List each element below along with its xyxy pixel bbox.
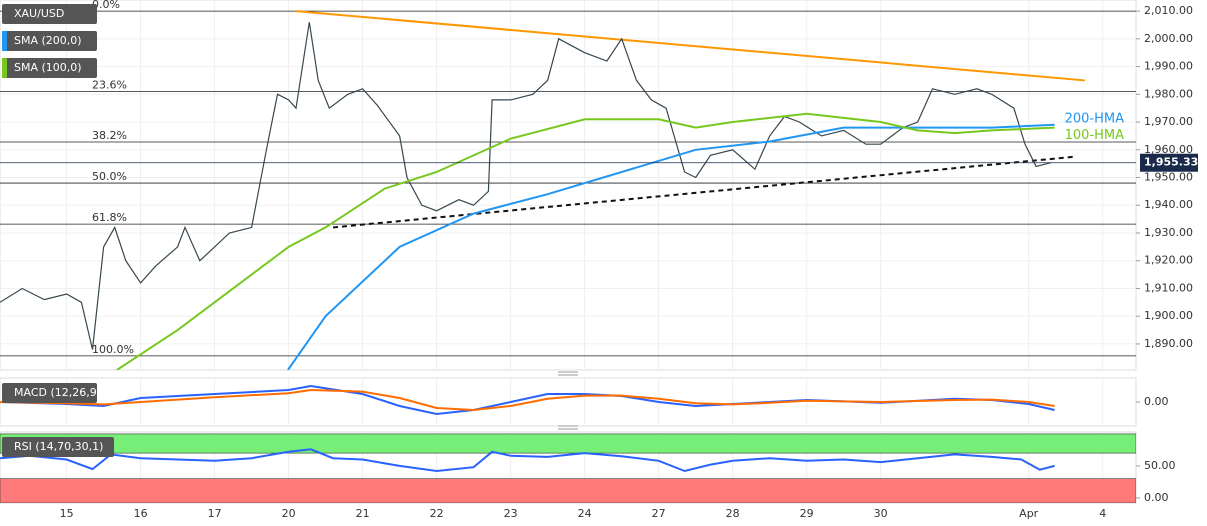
series-end-label: 100-HMA xyxy=(1065,128,1124,143)
fib-label: 38.2% xyxy=(92,129,127,142)
legend-swatch xyxy=(2,58,7,78)
fib-label: 50.0% xyxy=(92,170,127,183)
legend-item[interactable]: SMA (200,0) xyxy=(2,31,97,51)
x-tick-label: 28 xyxy=(726,507,740,520)
x-tick-label: 22 xyxy=(430,507,444,520)
legend-swatch xyxy=(2,31,7,51)
x-tick-label: Apr xyxy=(1019,507,1039,520)
series-line xyxy=(287,123,1055,370)
legend-item[interactable]: MACD (12,26,9) xyxy=(2,383,101,403)
panel-handle[interactable] xyxy=(558,371,578,376)
y-tick-label: 1,990.00 xyxy=(1144,60,1193,73)
band xyxy=(0,433,1136,454)
y-tick-label: 1,930.00 xyxy=(1144,226,1193,239)
y-tick-label: 2,010.00 xyxy=(1144,4,1193,17)
y-tick-label: 1,980.00 xyxy=(1144,87,1193,100)
x-tick-label: 20 xyxy=(282,507,296,520)
y-tick-label: 1,950.00 xyxy=(1144,171,1193,184)
main-panel xyxy=(0,0,1137,371)
y-tick-label: 1,920.00 xyxy=(1144,254,1193,267)
y-tick-label: 1,960.00 xyxy=(1144,143,1193,156)
y-tick-label: 50.00 xyxy=(1144,459,1176,472)
last-price-box xyxy=(1140,153,1198,172)
fib-label: 23.6% xyxy=(92,79,127,92)
y-tick-label: 1,900.00 xyxy=(1144,309,1193,322)
y-tick-label: 1,890.00 xyxy=(1144,337,1193,350)
legend-label: RSI (14,70,30,1) xyxy=(14,440,103,453)
x-tick-label: 29 xyxy=(800,507,814,520)
legend-box xyxy=(2,58,97,78)
series-line xyxy=(116,112,1055,370)
x-tick-label: 24 xyxy=(578,507,592,520)
y-tick-label: 2,000.00 xyxy=(1144,32,1193,45)
legend-box xyxy=(2,383,97,403)
x-tick-label: 27 xyxy=(652,507,666,520)
x-tick-label: 16 xyxy=(134,507,148,520)
plot-area xyxy=(0,384,1055,416)
series-line xyxy=(0,448,1055,473)
legend-box xyxy=(2,31,97,51)
panel-handle[interactable] xyxy=(558,425,578,430)
fib-label: 61.8% xyxy=(92,211,127,224)
y-tick-label: 1,970.00 xyxy=(1144,115,1193,128)
series-line xyxy=(0,22,1052,350)
y-tick-label: 0.00 xyxy=(1144,395,1169,408)
legend-box xyxy=(2,437,114,457)
band xyxy=(0,478,1136,503)
legend-item[interactable]: SMA (100,0) xyxy=(2,58,97,78)
series-end-label: 200-HMA xyxy=(1065,111,1124,126)
fib-label: 0.0% xyxy=(92,0,120,11)
series-line xyxy=(0,388,1055,412)
last-price-label: 1,955.33 xyxy=(1144,156,1198,169)
legend-item[interactable]: XAU/USD xyxy=(2,4,97,24)
x-tick-label: 17 xyxy=(208,507,222,520)
plot-area xyxy=(0,433,1136,503)
legend-label: SMA (100,0) xyxy=(14,61,82,74)
fib-label: 100.0% xyxy=(92,343,134,356)
trendline xyxy=(295,10,1086,82)
plot-area xyxy=(0,10,1136,370)
x-tick-label: 23 xyxy=(504,507,518,520)
y-tick-label: 1,940.00 xyxy=(1144,198,1193,211)
trendline xyxy=(332,155,1075,229)
x-tick-label: 4 xyxy=(1099,507,1106,520)
legend-label: MACD (12,26,9) xyxy=(14,386,101,399)
x-tick-label: 30 xyxy=(874,507,888,520)
legend-label: XAU/USD xyxy=(14,7,64,20)
legend-label: SMA (200,0) xyxy=(14,34,82,47)
x-tick-label: 15 xyxy=(60,507,74,520)
y-tick-label: 0.00 xyxy=(1144,491,1169,504)
legend-box xyxy=(2,4,97,24)
x-tick-label: 21 xyxy=(356,507,370,520)
macd-panel xyxy=(0,377,1137,427)
legend-item[interactable]: RSI (14,70,30,1) xyxy=(2,437,114,457)
y-tick-label: 1,910.00 xyxy=(1144,281,1193,294)
